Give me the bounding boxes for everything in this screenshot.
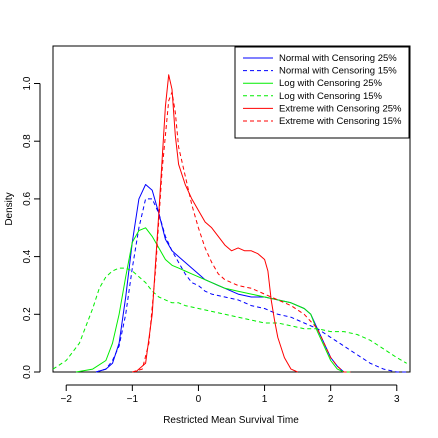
x-tick-label: 3 [394, 394, 400, 405]
plot-box [52, 45, 411, 373]
x-tick-label: 1 [262, 394, 268, 405]
y-tick-label: 0.6 [22, 192, 33, 206]
series-line-6 [132, 91, 351, 373]
legend-label: Normal with Censoring 25% [279, 53, 397, 64]
y-tick-label: 0.8 [22, 134, 33, 148]
legend-label: Log with Censoring 15% [279, 91, 383, 102]
x-tick-label: 0 [196, 394, 202, 405]
legend: Normal with Censoring 25% Normal with Cen… [234, 46, 410, 139]
x-axis-title: Restricted Mean Survival Time [163, 415, 299, 426]
legend-label: Extreme with Censoring 15% [279, 116, 402, 127]
x-tick-label: 2 [328, 394, 334, 405]
legend-label: Log with Censoring 25% [279, 78, 383, 89]
legend-label: Extreme with Censoring 25% [279, 103, 402, 114]
y-axis: 0.0 0.2 0.4 0.6 0.8 1.0 [22, 76, 41, 379]
x-tick-label: −1 [127, 394, 139, 405]
y-axis-title: Density [4, 192, 15, 225]
series-line-2 [95, 198, 407, 373]
legend-box [234, 46, 410, 139]
series-line-5 [135, 74, 298, 373]
legend-label: Normal with Censoring 15% [279, 66, 397, 77]
x-axis: −2 −1 0 1 2 3 [61, 384, 400, 405]
series-line-4 [52, 267, 407, 370]
series-layer [52, 74, 407, 373]
x-tick-label: −2 [61, 394, 73, 405]
y-tick-label: 0.0 [22, 365, 33, 379]
y-tick-label: 0.2 [22, 307, 33, 321]
y-tick-label: 0.4 [22, 249, 33, 263]
y-tick-label: 1.0 [22, 76, 33, 90]
